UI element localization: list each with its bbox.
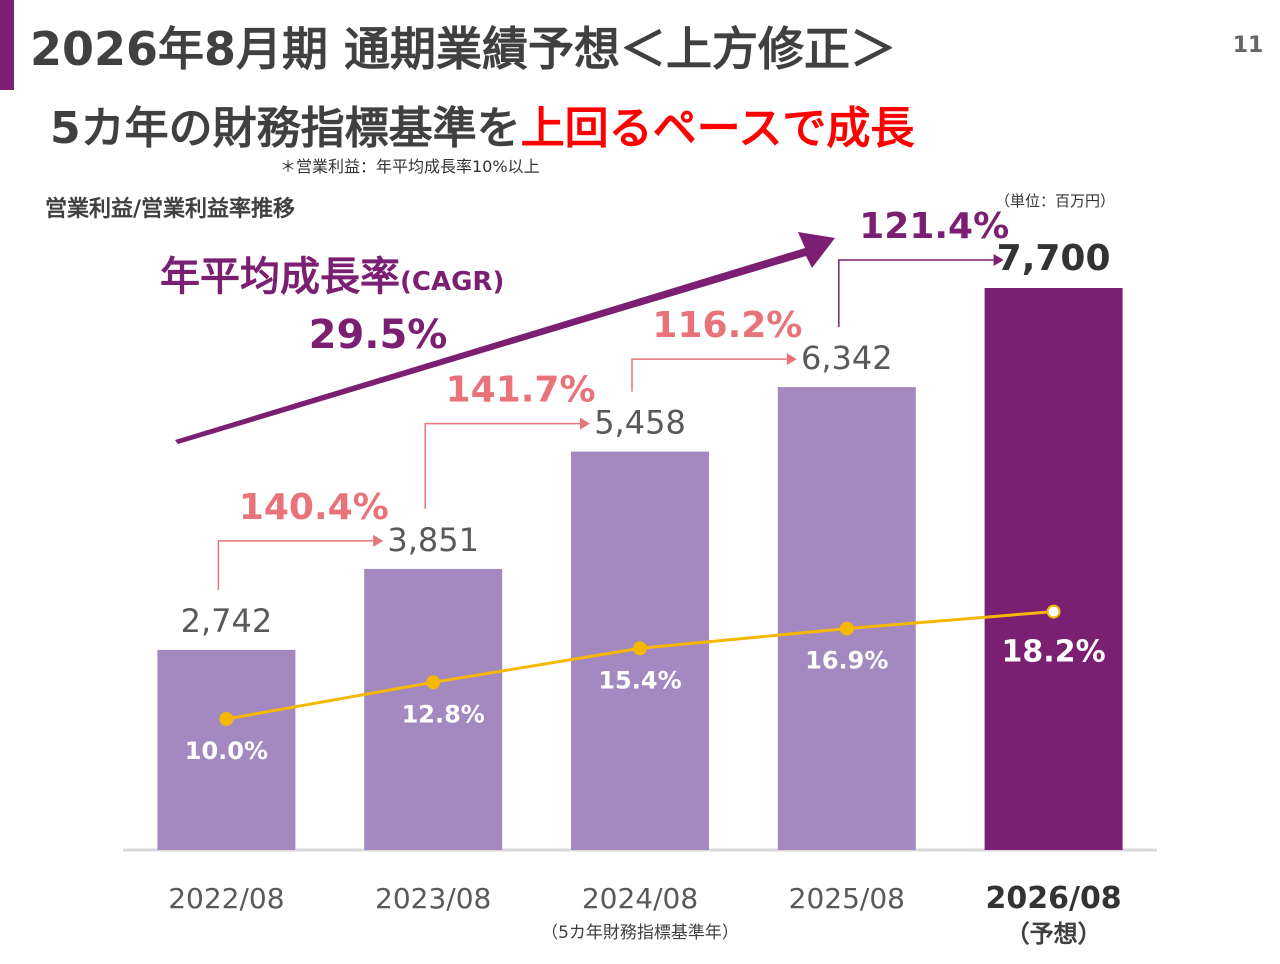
- growth-arrowhead: [373, 534, 384, 547]
- unit: （単位：百万円）: [995, 192, 1115, 210]
- x-tick-label: 2024/08: [582, 882, 698, 915]
- growth-label: 116.2%: [652, 305, 802, 346]
- growth-connector: [631, 358, 787, 392]
- cagr-label: 年平均成長率(CAGR): [160, 254, 504, 300]
- x-tick-note: （5カ年財務指標基準年）: [541, 923, 739, 943]
- headline-text: 5カ年の財務指標基準を: [50, 103, 521, 154]
- margin-label: 10.0%: [185, 737, 268, 765]
- headline: 5カ年の財務指標基準を上回るペースで成長: [50, 103, 915, 154]
- bar: [984, 288, 1123, 850]
- growth-connector: [424, 422, 580, 509]
- value-label: 6,342: [801, 339, 893, 377]
- margin-point: [633, 641, 647, 656]
- bar: [157, 649, 296, 850]
- margin-point: [219, 712, 234, 726]
- margin-label: 12.8%: [402, 700, 485, 728]
- growth-label: 141.7%: [446, 370, 596, 411]
- headline-highlight: 上回るペースで成長: [521, 103, 916, 154]
- growth-connector: [217, 540, 374, 590]
- title: 2026年8月期 通期業績予想＜上方修正＞: [30, 22, 896, 76]
- cagr-text: 年平均成長率: [160, 254, 400, 300]
- growth-arrowhead: [580, 417, 590, 430]
- x-tick-label: 2022/08: [168, 882, 284, 915]
- margin-label: 18.2%: [1002, 635, 1106, 670]
- x-tick-label: 2023/08: [375, 882, 491, 915]
- cagr-value: 29.5%: [309, 312, 448, 358]
- x-tick-label: 2026/08: [985, 881, 1121, 916]
- cagr-suffix: (CAGR): [400, 267, 504, 297]
- bar: [777, 387, 916, 850]
- x-tick-label: 2025/08: [789, 882, 905, 915]
- cagr-arrow: [175, 232, 835, 444]
- growth-arrowhead: [993, 254, 1004, 266]
- growth-label: 121.4%: [859, 206, 1009, 247]
- margin-point: [839, 621, 854, 636]
- margin-point: [426, 675, 441, 690]
- growth-connector: [838, 259, 994, 328]
- margin-label: 15.4%: [598, 666, 681, 694]
- value-label: 5,458: [594, 404, 686, 442]
- note: ＊営業利益：年平均成長率10%以上: [280, 157, 540, 176]
- margin-label: 16.9%: [805, 647, 888, 675]
- growth-label: 140.4%: [239, 487, 389, 528]
- margin-point: [1046, 604, 1061, 619]
- chart-subtitle: 営業利益/営業利益率推移: [45, 196, 295, 222]
- value-label: 3,851: [387, 521, 479, 559]
- accent-bar: [0, 0, 14, 90]
- page-number: 11: [1233, 33, 1264, 58]
- value-label: 2,742: [181, 602, 273, 640]
- x-tick-note: （予想）: [1006, 920, 1102, 948]
- value-label: 7,700: [997, 238, 1111, 279]
- growth-arrowhead: [786, 353, 797, 366]
- bar: [364, 568, 503, 850]
